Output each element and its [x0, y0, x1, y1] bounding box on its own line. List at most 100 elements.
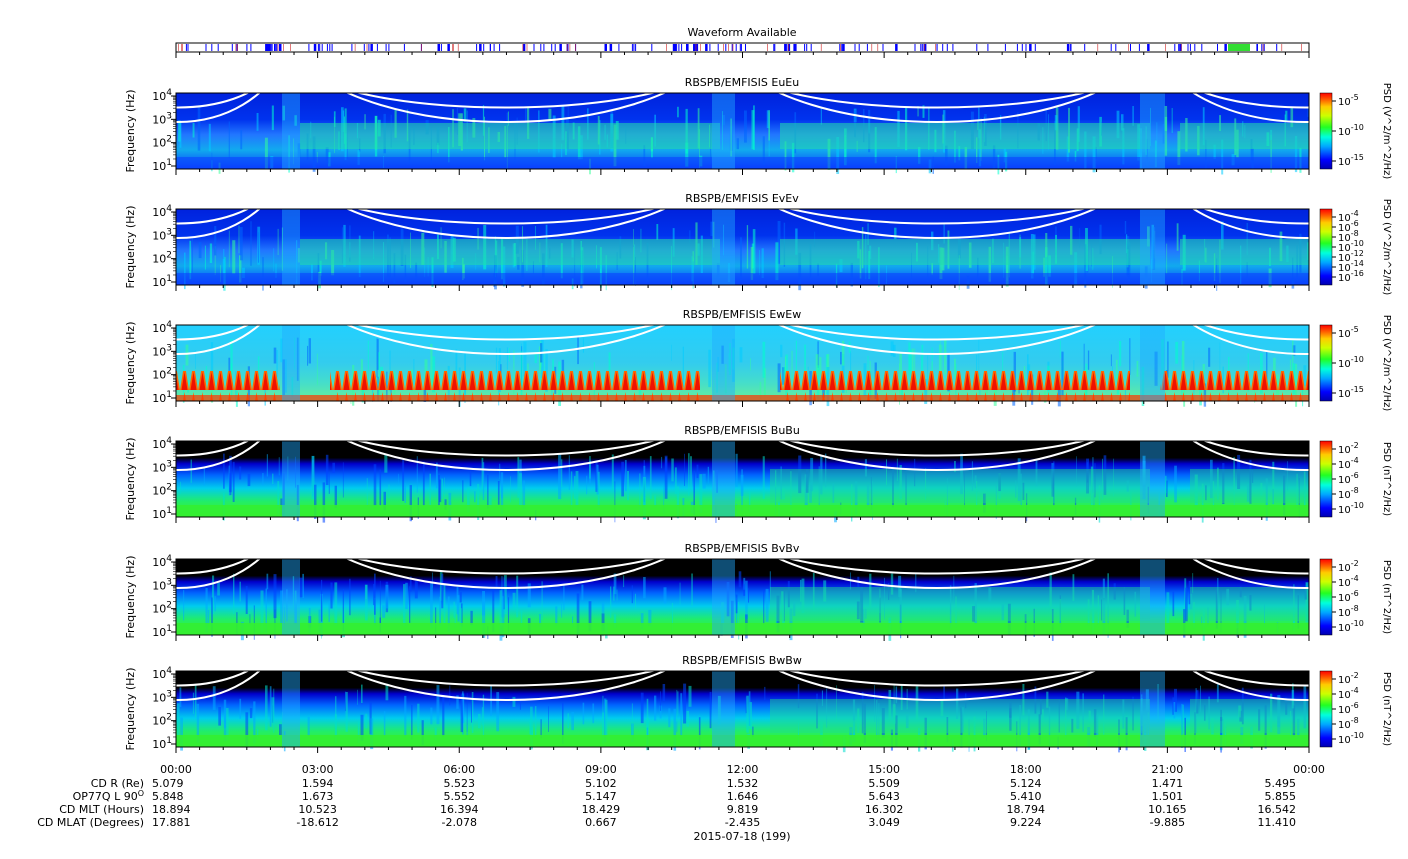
spectrogram-streak [292, 576, 295, 610]
waveform-mark [236, 44, 238, 51]
spectrogram-streak [1217, 467, 1219, 500]
spectrogram-streak [481, 457, 484, 490]
ephemeris-value: 5.848 [152, 790, 184, 803]
waveform-mark-red [526, 44, 528, 51]
ephemeris-value: 16.302 [865, 803, 904, 816]
panel-4: RBSPB/EMFISIS BuBu Frequency (Hz) 104 103 10… [124, 424, 1392, 523]
emission-band [300, 239, 720, 265]
spectrogram-streak [738, 571, 742, 588]
spectrogram-streak [922, 105, 925, 118]
spectrogram-streak [534, 352, 537, 364]
spectrogram-streak [921, 344, 924, 373]
fce-curve [788, 209, 1086, 225]
y-tick-label: 103 [152, 689, 172, 704]
waveform-mark [717, 44, 719, 51]
spectrogram-streak [726, 582, 730, 617]
spectrogram-streak [460, 694, 463, 733]
spectrogram-streak [415, 262, 418, 280]
spectrogram-streak [482, 599, 486, 638]
y-tick-label: 104 [152, 436, 172, 451]
waveform-mark [275, 44, 277, 51]
waveform-mark [267, 44, 271, 51]
spectrogram-streak [728, 353, 730, 372]
spectrogram-streak [1115, 359, 1118, 381]
y-tick-label: 102 [152, 601, 172, 616]
spectrogram-streak [225, 708, 229, 741]
spectrogram-streak [1277, 695, 1281, 734]
waveform-mark-red [1301, 44, 1302, 51]
spectrogram-streak [230, 339, 233, 375]
spectrogram-streak [825, 453, 827, 488]
waveform-mark [651, 44, 653, 51]
waveform-mark [554, 44, 556, 51]
spectrogram-streak [421, 720, 424, 746]
panel-title: RBSPB/EMFISIS EwEw [683, 308, 801, 321]
spectrogram-streak [1219, 342, 1221, 372]
y-tick-label: 103 [152, 111, 172, 126]
spectrogram-streak [316, 353, 318, 386]
spectrogram-streak [385, 683, 389, 701]
spectrogram-streak [197, 105, 201, 151]
spectrogram-streak [1151, 258, 1152, 283]
spectrogram-streak [890, 573, 894, 595]
spectrogram-streak [312, 456, 314, 478]
colorbar [1319, 558, 1333, 636]
spectrogram-streak [613, 614, 617, 628]
spectrogram-streak [677, 691, 679, 716]
waveform-mark [1016, 44, 1018, 51]
spectrogram-streak [506, 112, 508, 129]
spectrogram-streak [677, 106, 679, 118]
spectrogram-streak [240, 130, 243, 150]
spectrogram-streak [783, 591, 785, 622]
spectrogram-streak [793, 601, 796, 616]
spectrogram-streak [983, 493, 986, 513]
spectrogram-streak [482, 105, 485, 136]
spectrogram-streak [273, 248, 275, 272]
spectrogram-streak [899, 465, 902, 499]
spectrogram-streak [671, 603, 673, 633]
date-label: 2015-07-18 (199) [693, 830, 790, 843]
waveform-mark [1194, 44, 1196, 51]
waveform-mark [376, 44, 378, 51]
spectrogram-streak [766, 110, 770, 129]
waveform-mark [795, 44, 797, 51]
spectrogram-streak [332, 462, 335, 473]
waveform-mark-red [366, 44, 368, 51]
spectrogram-streak [633, 246, 634, 285]
time-axis-labels: 00:00 03:00 06:00 09:00 12:00 15:00 18:00 21:00… [160, 763, 1325, 776]
waveform-mark [674, 44, 676, 51]
spectrogram-streak [735, 597, 738, 631]
colorbar-tick-label: 10-8 [1338, 716, 1359, 731]
spectrogram-streak [195, 350, 196, 369]
spectrogram-streak [1204, 704, 1206, 721]
spectrogram-background [176, 559, 1309, 635]
spectrogram-streak [751, 110, 755, 150]
spectrogram-streak [827, 138, 831, 170]
spectrogram-streak [862, 609, 865, 629]
y-tick-label: 101 [152, 506, 172, 521]
spectrogram-streak [582, 702, 585, 725]
spectrogram-streak [819, 357, 822, 376]
spectrogram-streak [1141, 366, 1145, 406]
spectrogram-streak [823, 580, 827, 602]
spectrogram-streak [781, 488, 785, 500]
fce-curve [176, 209, 250, 225]
spectrogram-streak [872, 481, 873, 520]
ephemeris-value: 0.667 [585, 816, 617, 829]
spectrogram-streak [286, 589, 288, 622]
spectrogram-streak [780, 344, 783, 358]
spectrogram-streak [284, 359, 287, 393]
fce-tenth-curve [345, 325, 667, 355]
spectrogram-streak [1221, 221, 1224, 250]
waveform-mark [1178, 44, 1180, 51]
spectrogram-streak [1142, 455, 1146, 487]
spectrogram-streak [848, 341, 851, 353]
spectrogram-streak [222, 259, 226, 274]
spectrogram-streak [748, 588, 749, 603]
spectrogram-streak [459, 592, 462, 603]
ephemeris-row-label: CD R (Re) [91, 777, 144, 790]
y-axis-label: Frequency (Hz) [124, 322, 137, 405]
spectrogram-streak [307, 345, 309, 366]
spectrogram-streak [1241, 687, 1244, 725]
spectrogram-streak [817, 263, 819, 277]
